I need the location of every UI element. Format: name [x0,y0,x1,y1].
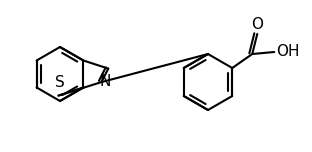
Text: O: O [251,17,263,32]
Text: OH: OH [276,45,300,59]
Text: S: S [55,75,64,90]
Text: N: N [100,74,111,89]
